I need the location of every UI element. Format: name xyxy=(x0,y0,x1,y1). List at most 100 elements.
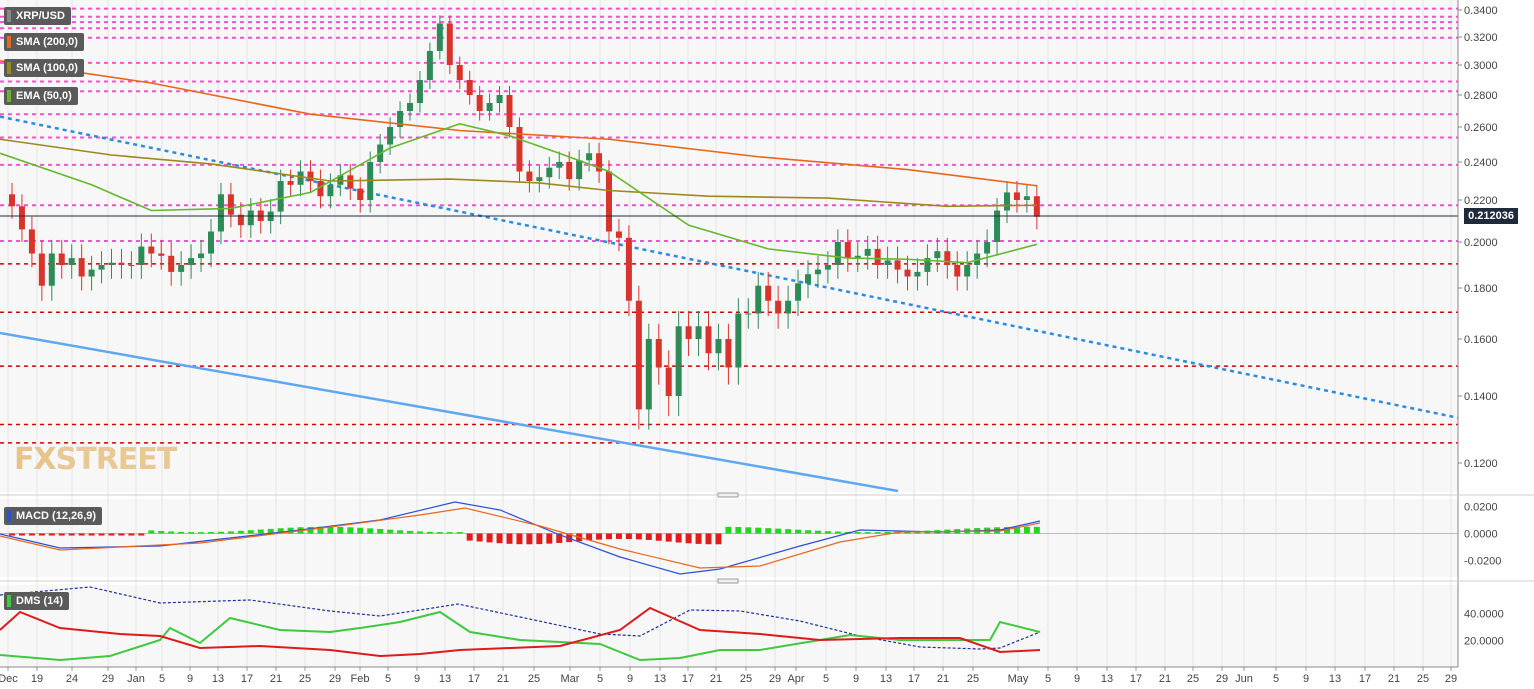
candle-body xyxy=(397,111,404,127)
macd-histogram-bar xyxy=(28,533,35,536)
macd-histogram-bar xyxy=(805,530,811,534)
macd-histogram-bar xyxy=(168,531,175,534)
dms-tick-label: 40.0000 xyxy=(1464,609,1504,621)
candle-body xyxy=(387,127,394,145)
x-tick-label: 29 xyxy=(329,673,341,685)
resize-handle xyxy=(717,492,739,498)
x-tick-label: 9 xyxy=(853,673,859,685)
sma200-label[interactable]: SMA (200,0) xyxy=(4,33,84,51)
macd-histogram-bar xyxy=(217,531,224,534)
macd-histogram-bar xyxy=(814,530,821,534)
candle-body xyxy=(227,194,234,215)
candle-body xyxy=(685,326,692,339)
macd-histogram-bar xyxy=(237,530,244,534)
x-tick-label: 17 xyxy=(241,673,253,685)
candle-body xyxy=(944,251,951,265)
macd-histogram-bar xyxy=(267,528,274,534)
candle-body xyxy=(556,162,563,168)
price-axis: 0.3400 0.3200 0.3000 0.2800 0.2600 0.2400 0.22… xyxy=(1457,0,1498,667)
macd-histogram-bar xyxy=(337,526,344,534)
symbol-label[interactable]: XRP/USD xyxy=(4,7,71,25)
candle-body xyxy=(198,253,205,259)
macd-histogram-bar xyxy=(68,533,75,536)
x-tick-label: Feb xyxy=(351,673,370,685)
candle-body xyxy=(68,258,75,265)
macd-histogram-bar xyxy=(227,531,234,534)
macd-tick-label: -0.0200 xyxy=(1464,556,1501,568)
candle-body xyxy=(496,95,503,103)
macd-histogram-bar xyxy=(118,533,125,536)
sma100-label[interactable]: SMA (100,0) xyxy=(4,59,84,77)
candle-body xyxy=(178,265,185,272)
candle-body xyxy=(715,339,722,354)
candle-body xyxy=(904,269,911,277)
macd-label[interactable]: MACD (12,26,9) xyxy=(4,507,103,525)
candle-body xyxy=(138,246,145,265)
dms-text: DMS (14) xyxy=(16,595,64,607)
macd-histogram-bar xyxy=(9,533,15,536)
macd-histogram-bar xyxy=(188,532,195,534)
resize-handle xyxy=(717,578,739,584)
candle-body xyxy=(516,127,523,172)
x-tick-label: 25 xyxy=(299,673,311,685)
sma200-line xyxy=(0,60,1037,187)
ema50-label[interactable]: EMA (50,0) xyxy=(4,87,78,105)
macd-histogram-bar xyxy=(128,533,135,536)
candle-body xyxy=(586,153,593,161)
moving-averages xyxy=(0,60,1038,264)
macd-histogram-bar xyxy=(456,532,463,534)
candle-body xyxy=(536,177,543,181)
candle-body xyxy=(984,242,991,254)
candle-body xyxy=(606,171,612,232)
macd-histogram-bar xyxy=(705,533,712,545)
x-tick-label: 21 xyxy=(1159,673,1171,685)
candle-body xyxy=(317,181,324,197)
x-tick-label: May xyxy=(1008,673,1029,685)
x-tick-label: 9 xyxy=(627,673,633,685)
macd-histogram-bar xyxy=(347,527,354,534)
candle-body xyxy=(1033,196,1040,217)
candle-body xyxy=(665,367,672,396)
candle-body xyxy=(844,242,851,259)
candle-body xyxy=(914,271,921,277)
candle-body xyxy=(456,65,463,80)
candle-body xyxy=(854,255,861,259)
macd-histogram-bar xyxy=(208,532,214,534)
macd-histogram-bar xyxy=(138,533,145,536)
macd-histogram-bar xyxy=(317,526,324,534)
x-tick-label: 21 xyxy=(1388,673,1400,685)
candle-body xyxy=(277,181,284,212)
macd-histogram-bar xyxy=(1033,526,1040,534)
sma100-line xyxy=(0,138,1037,208)
dms-label[interactable]: DMS (14) xyxy=(4,592,70,610)
macd-histogram-bar xyxy=(436,532,443,534)
candle-body xyxy=(874,248,881,265)
macd-histogram-bar xyxy=(546,533,553,544)
candle-body xyxy=(446,23,453,65)
x-tick-label: 5 xyxy=(159,673,165,685)
x-tick-label: 25 xyxy=(528,673,540,685)
candle-body xyxy=(38,253,45,286)
ema50-swatch xyxy=(7,90,11,102)
macd-histogram-bar xyxy=(516,533,523,545)
x-tick-label: 5 xyxy=(597,673,603,685)
macd-histogram-bar xyxy=(725,526,732,534)
candle-body xyxy=(834,242,841,265)
candle-body xyxy=(48,253,55,286)
candle-body xyxy=(705,326,712,354)
candle-body xyxy=(9,194,15,207)
x-tick-label: 24 xyxy=(66,673,78,685)
x-tick-label: Dec xyxy=(0,673,18,685)
sma100-swatch xyxy=(7,62,11,74)
candle-body xyxy=(964,265,971,277)
dms-adx-line xyxy=(0,586,1041,650)
candle-body xyxy=(506,95,513,127)
x-tick-label: 13 xyxy=(212,673,224,685)
x-tick-label: 17 xyxy=(1130,673,1142,685)
candle-body xyxy=(327,184,334,197)
candle-body xyxy=(596,153,603,172)
candle-body xyxy=(864,248,871,256)
macd-histogram-bar xyxy=(775,528,782,534)
candle-body xyxy=(725,339,732,368)
candle-body xyxy=(118,262,125,265)
